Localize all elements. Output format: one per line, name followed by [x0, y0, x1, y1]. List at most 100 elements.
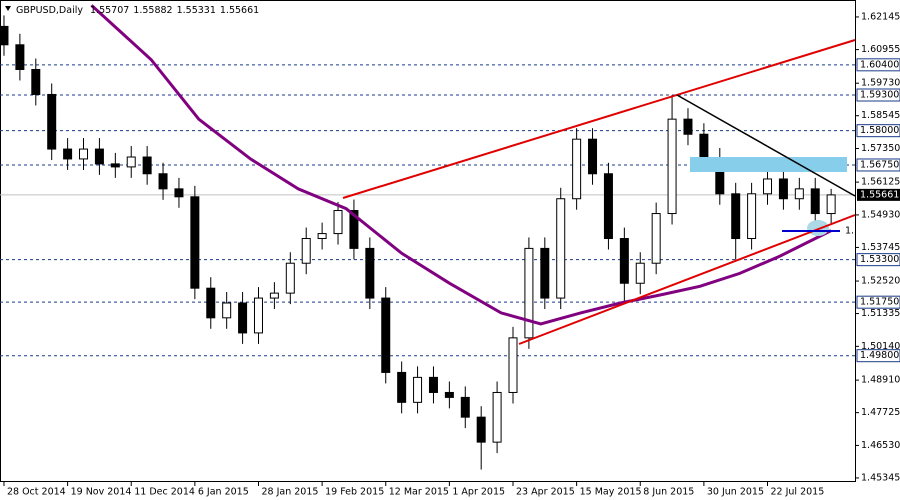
level-label: 1.51750	[860, 297, 899, 308]
y-tick-label: 1.47725	[861, 407, 900, 418]
candle-body	[588, 138, 598, 175]
trendline	[676, 94, 856, 197]
y-tick-label: 1.59730	[861, 78, 900, 89]
candle-body	[397, 371, 407, 403]
candle-body	[524, 247, 534, 339]
symbol: GBPUSD,Daily	[16, 5, 83, 16]
candle-body	[301, 238, 311, 264]
candle-body	[572, 138, 582, 200]
y-tick-label: 1.60955	[861, 44, 900, 55]
candle-body	[381, 297, 391, 373]
x-tick-label: 28 Oct 2014	[7, 487, 66, 498]
level-box	[856, 88, 900, 102]
candle-body	[413, 376, 423, 403]
x-tick-label: 11 Dec 2014	[134, 487, 195, 498]
candle-body	[778, 178, 788, 200]
candle-body	[619, 238, 629, 284]
candle-body	[476, 416, 486, 443]
candle-body	[238, 302, 248, 334]
candle-body	[47, 93, 57, 150]
x-tick-label: 15 May 2015	[580, 487, 642, 498]
level-label: 1.59300	[860, 90, 899, 101]
plot-border	[0, 0, 856, 482]
candle-body	[492, 391, 502, 443]
x-tick-label: 22 Jul 2015	[771, 487, 825, 498]
y-tick-label: 1.53745	[861, 242, 900, 253]
candle-body	[763, 178, 773, 195]
candle-body	[540, 247, 550, 299]
candle-body	[556, 198, 566, 299]
level-box	[856, 158, 900, 172]
level-box	[856, 124, 900, 138]
candle-body	[508, 337, 518, 393]
x-tick-label: 6 Jan 2015	[198, 487, 249, 498]
candle-body	[0, 25, 9, 46]
moving-average	[90, 4, 832, 326]
y-tick-label: 1.45345	[861, 472, 900, 483]
last-price-label: 1.55661	[860, 189, 899, 200]
header-value: 1.55707	[90, 5, 129, 16]
x-tick-label: 28 Jan 2015	[261, 487, 318, 498]
candle-body	[63, 148, 73, 160]
y-tick-label: 1.62145	[861, 11, 900, 22]
level-box	[856, 58, 900, 72]
candle-body	[333, 210, 343, 235]
header-value: 1.55882	[133, 5, 172, 16]
candle-body	[15, 44, 25, 70]
y-tick-label: 1.46530	[861, 440, 900, 451]
candle-body	[651, 213, 661, 264]
trendline	[342, 39, 856, 199]
candle-body	[79, 148, 89, 160]
candle-body	[444, 391, 454, 398]
candle-body	[826, 194, 836, 215]
level-label: 1.58000	[860, 125, 899, 136]
candle-body	[174, 188, 184, 198]
level-label: 1.53300	[860, 254, 899, 265]
candles	[0, 15, 836, 470]
candle-body	[317, 233, 327, 240]
level-label: 1.60400	[860, 59, 899, 70]
level-box	[856, 295, 900, 309]
zone-rect	[690, 157, 847, 172]
candle-body	[460, 396, 470, 418]
candle-body	[683, 118, 693, 135]
candle-body	[142, 156, 152, 175]
candle-body	[747, 193, 757, 240]
x-tick-label: 23 Apr 2015	[516, 487, 575, 498]
candle-body	[253, 297, 263, 334]
candle-body	[699, 133, 709, 160]
y-tick-label: 1.57350	[861, 143, 900, 154]
candle-body	[667, 118, 677, 215]
x-tick-label: 1 Apr 2015	[452, 487, 505, 498]
drawings: 1.	[342, 39, 856, 345]
x-tick-label: 19 Nov 2014	[71, 487, 132, 498]
annotation: 1.	[845, 226, 854, 237]
level-box	[856, 253, 900, 267]
x-tick-label: 12 Mar 2015	[389, 487, 449, 498]
candle-body	[94, 148, 104, 165]
y-tick-label: 1.51335	[861, 308, 900, 319]
highlight	[807, 220, 829, 236]
y-tick-label: 1.56125	[861, 177, 900, 188]
chart-header: GBPUSD,Daily 1.55707 1.55882 1.55331 1.5566…	[16, 5, 259, 16]
candle-body	[126, 156, 136, 168]
menu-arrow	[5, 6, 11, 11]
level-label: 1.56750	[860, 159, 899, 170]
candle-body	[158, 173, 168, 190]
candle-body	[731, 193, 741, 240]
level-label: 1.49800	[860, 350, 899, 361]
candle-body	[365, 247, 375, 299]
x-tick-label: 19 Feb 2015	[325, 487, 384, 498]
x-tick-label: 8 Jun 2015	[643, 487, 694, 498]
candle-body	[810, 188, 820, 215]
candle-body	[794, 188, 804, 200]
candle-body	[222, 302, 232, 319]
candle-body	[206, 287, 216, 319]
y-tick-label: 1.54930	[861, 209, 900, 220]
level-box	[856, 349, 900, 363]
y-tick-label: 1.58545	[861, 110, 900, 121]
candle-body	[349, 210, 359, 249]
candle-body	[428, 376, 438, 393]
header-value: 1.55331	[177, 5, 216, 16]
